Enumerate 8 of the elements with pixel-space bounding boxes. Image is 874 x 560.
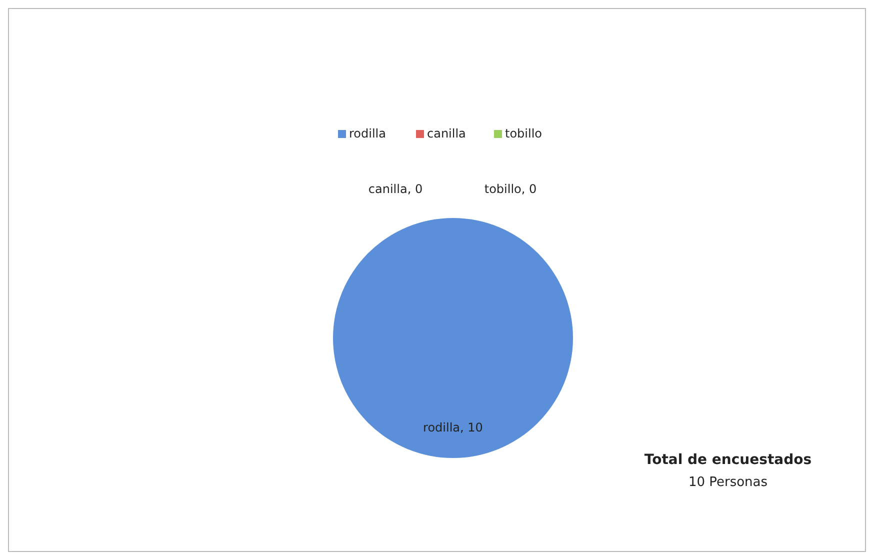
data-label: rodilla, 10 xyxy=(423,420,483,434)
text: canilla, 0 xyxy=(368,182,423,196)
text: tobillo, 0 xyxy=(484,182,537,196)
legend-label: rodilla xyxy=(349,126,386,140)
text: Total de encuestados xyxy=(644,452,812,468)
legend-label: canilla xyxy=(427,126,466,140)
legend-label: tobillo xyxy=(505,126,542,140)
text: 10 Personas xyxy=(688,475,768,490)
